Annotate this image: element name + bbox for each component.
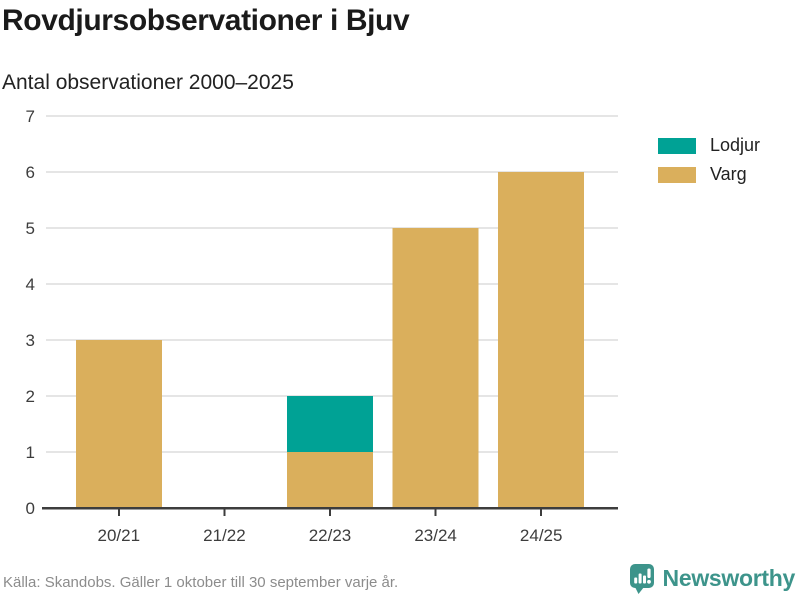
x-tick-label-21/22: 21/22 [203,526,246,545]
chart-legend: Lodjur Varg [658,135,760,185]
source-note: Källa: Skandobs. Gäller 1 oktober till 3… [3,574,399,591]
y-tick-label-4: 4 [26,275,35,294]
chart-subtitle: Antal observationer 2000–2025 [2,71,294,94]
x-tick-label-24/25: 24/25 [520,526,563,545]
y-tick-label-6: 6 [26,163,35,182]
y-tick-label-5: 5 [26,219,35,238]
bar-segment-varg-24/25 [498,172,585,508]
y-tick-label-1: 1 [26,443,35,462]
bar-segment-varg-23/24 [392,228,479,508]
legend-item-lodjur: Lodjur [658,135,760,156]
page-title: Rovdjursobservationer i Bjuv [2,4,410,37]
legend-label-lodjur: Lodjur [710,135,761,155]
x-tick-label-23/24: 23/24 [414,526,457,545]
bar-segment-varg-20/21 [75,340,162,508]
legend-label-varg: Varg [710,164,747,184]
bar-segment-varg-22/23 [286,452,374,508]
legend-item-varg: Varg [658,164,760,185]
newsworthy-logo: Newsworthy [629,563,795,595]
legend-swatch-lodjur [658,137,696,154]
y-tick-label-0: 0 [26,499,35,518]
y-tick-label-2: 2 [26,387,35,406]
y-tick-label-3: 3 [26,331,35,350]
y-tick-label-7: 7 [26,107,35,126]
bar-segment-lodjur-22/23 [286,396,374,452]
newsworthy-logo-icon [629,564,654,594]
x-tick-label-20/21: 20/21 [98,526,141,545]
x-tick-label-22/23: 22/23 [309,526,352,545]
newsworthy-logo-text: Newsworthy [662,565,796,591]
legend-swatch-varg [658,166,696,183]
